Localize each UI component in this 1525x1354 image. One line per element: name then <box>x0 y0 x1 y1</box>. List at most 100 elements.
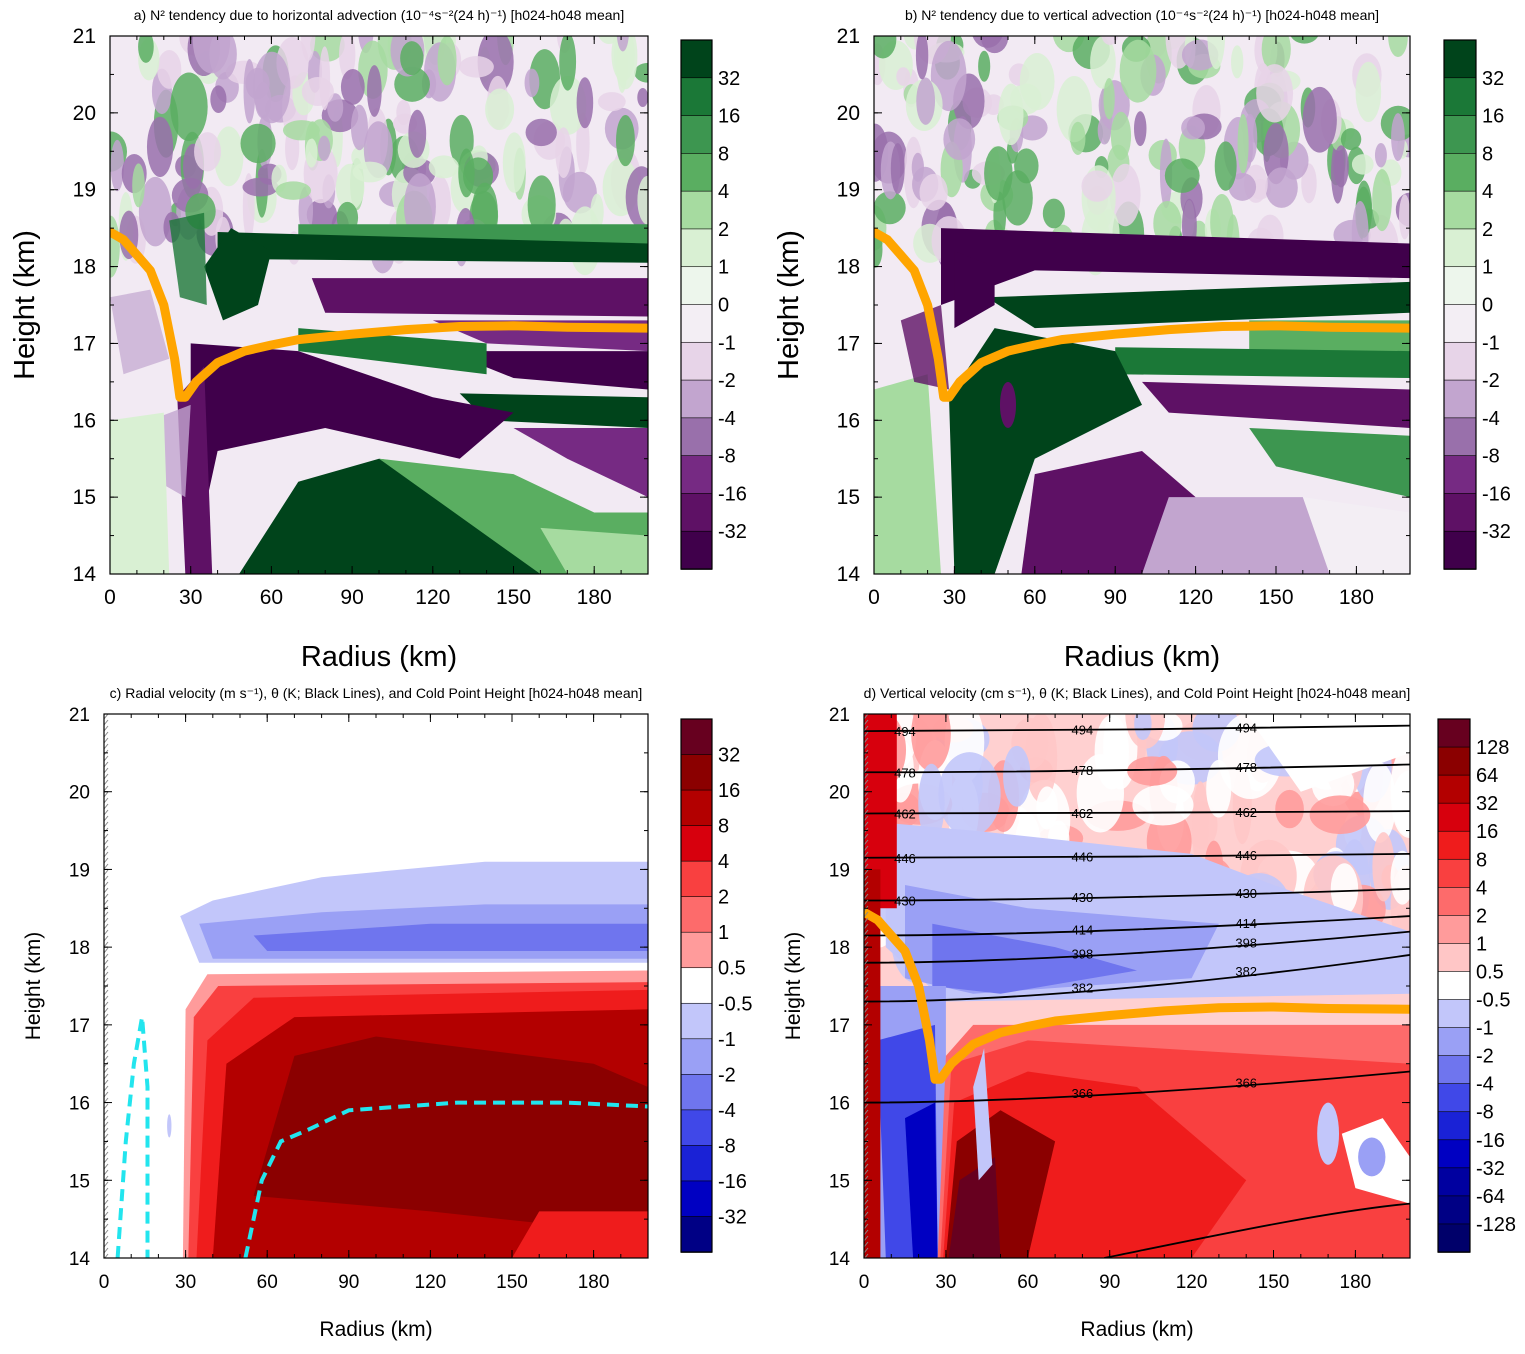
y-tick-label: 20 <box>73 102 96 125</box>
field-blob <box>978 50 991 82</box>
field-blob <box>209 36 237 80</box>
field-blob <box>132 163 145 208</box>
contour-label: 494 <box>1235 721 1257 736</box>
y-tick-label: 21 <box>73 25 96 48</box>
cyan-dashed-line <box>115 1016 150 1258</box>
hatch-mark <box>104 1103 109 1110</box>
hatch-mark <box>104 1025 109 1032</box>
contour-label: 430 <box>1235 886 1257 901</box>
colorbar-label: 8 <box>1476 849 1487 871</box>
field-blob <box>194 132 222 172</box>
hatch-mark <box>104 929 109 936</box>
x-tick-label: 120 <box>415 1272 447 1293</box>
colorbar-box <box>1443 417 1477 457</box>
field-blob <box>1256 64 1294 123</box>
field-blob <box>1372 169 1392 232</box>
colorbar-label: 128 <box>1476 737 1509 759</box>
panel-title: a) N² tendency due to horizontal advecti… <box>134 7 624 23</box>
hatch-mark <box>864 1043 869 1050</box>
hatch-mark <box>864 1037 869 1044</box>
colorbar-box <box>1443 304 1477 344</box>
colorbar-label: 32 <box>718 68 740 90</box>
colorbar-box <box>680 1145 713 1182</box>
field-blob <box>1042 198 1065 229</box>
hatch-mark <box>104 875 109 882</box>
field-blob <box>485 88 515 131</box>
y-tick-label: 15 <box>69 1171 90 1192</box>
theta-contour <box>864 915 1410 937</box>
field-blob <box>918 763 945 843</box>
hatch-mark <box>864 1121 869 1128</box>
hatch-mark <box>864 1067 869 1074</box>
field-region <box>941 228 1410 305</box>
hatch-mark <box>104 1163 109 1170</box>
field-blob <box>1309 795 1371 835</box>
hatch-mark <box>104 881 109 888</box>
field-blob <box>999 381 1017 428</box>
x-tick-label: 30 <box>175 1272 196 1293</box>
colorbar-label: 16 <box>1476 821 1498 843</box>
hatch-mark <box>104 1001 109 1008</box>
colorbar-label: -1 <box>718 332 736 354</box>
field-region <box>986 281 1410 329</box>
colorbar-box <box>1437 774 1471 804</box>
contour-label: 462 <box>1072 806 1094 821</box>
colorbar-label: 2 <box>1482 219 1493 241</box>
field-blob <box>916 77 936 125</box>
hatch-mark <box>864 1187 869 1194</box>
field-region <box>110 289 170 375</box>
colorbar-box <box>1443 530 1477 570</box>
contour-label: 494 <box>894 724 916 739</box>
colorbar-label: 4 <box>718 851 729 873</box>
colorbar-box <box>680 789 713 827</box>
field-blob <box>1275 789 1304 829</box>
cold-point-line <box>110 227 648 402</box>
hatch-mark <box>864 875 869 882</box>
field-region <box>169 212 207 305</box>
y-tick-label: 18 <box>829 938 850 959</box>
colorbar-box <box>1437 1139 1471 1169</box>
field-blob <box>555 127 572 178</box>
colorbar-label: 4 <box>718 181 729 203</box>
field-region <box>512 1211 648 1258</box>
field-blob <box>167 1114 172 1138</box>
field-blob <box>972 36 1003 48</box>
theta-contour <box>864 1070 1410 1104</box>
hatch-mark <box>104 947 109 954</box>
field-region <box>973 1048 993 1181</box>
field-blob <box>350 104 368 151</box>
hatch-mark <box>864 1193 869 1200</box>
x-tick-label: 150 <box>496 586 531 609</box>
x-tick-label: 180 <box>577 586 612 609</box>
field-blob <box>614 36 638 90</box>
colorbar-label: 0.5 <box>718 958 746 980</box>
hatch-mark <box>104 1109 109 1116</box>
contour-label: 366 <box>1235 1075 1257 1090</box>
contour-label: 414 <box>1072 923 1094 938</box>
colorbar-label: -4 <box>1476 1074 1494 1096</box>
colorbar-frame <box>1443 39 1477 570</box>
colorbar-box <box>680 115 713 155</box>
field-blob <box>1358 1137 1386 1177</box>
hatch-mark <box>864 743 869 750</box>
y-tick-label: 15 <box>73 486 96 509</box>
hatch-mark <box>104 887 109 894</box>
contour-label: 382 <box>1235 964 1257 979</box>
theta-contour <box>864 954 1410 1003</box>
hatch-mark <box>104 917 109 924</box>
colorbar-box <box>680 1038 713 1076</box>
colorbar-frame <box>1437 718 1471 1253</box>
field-blob <box>524 68 540 98</box>
colorbar-box <box>680 967 713 1005</box>
field-region <box>459 393 648 428</box>
y-tick-label: 16 <box>837 409 860 432</box>
hatch-mark <box>104 1199 109 1206</box>
colorbar-box <box>680 754 713 791</box>
hatch-mark <box>864 1247 869 1254</box>
y-tick-label: 21 <box>837 25 860 48</box>
hatch-mark <box>864 1001 869 1008</box>
colorbar-label: 32 <box>1482 68 1504 90</box>
y-axis-label: Height (km) <box>773 230 805 380</box>
colorbar-label: -64 <box>1476 1186 1505 1208</box>
